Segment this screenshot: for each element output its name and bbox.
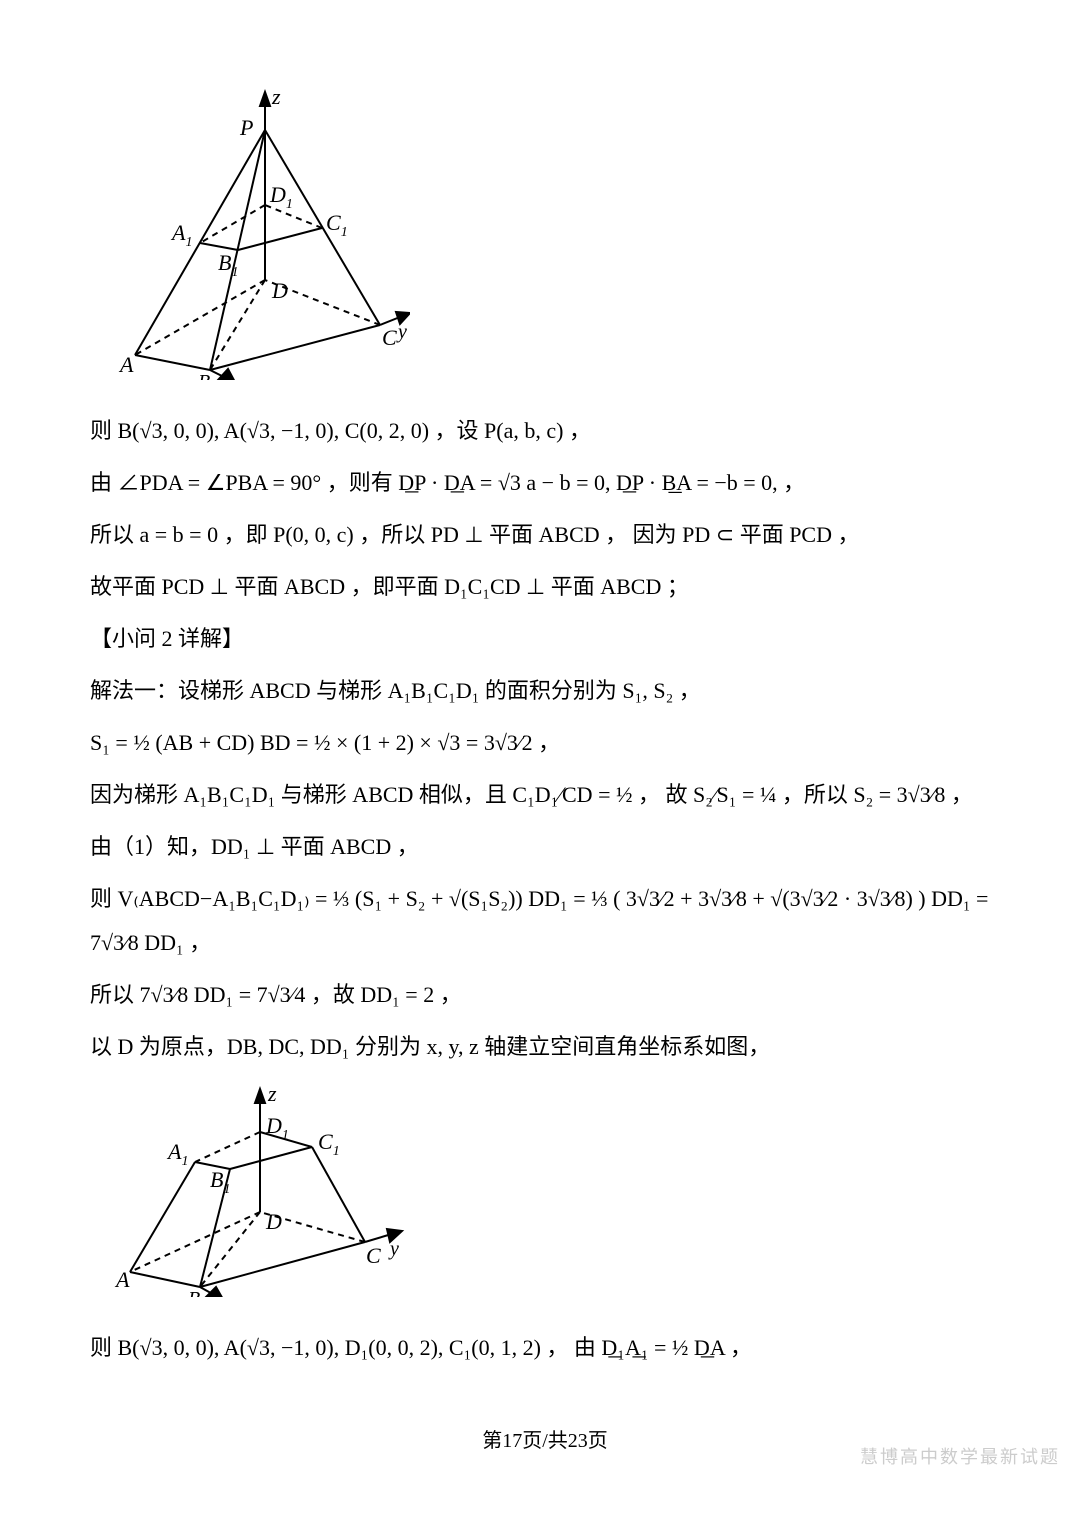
label-P: P <box>239 115 253 140</box>
figure-1-svg: z P A1 B1 C1 D1 A B C D x y <box>90 80 410 380</box>
label-D1: D1 <box>269 182 293 212</box>
para-9: 由（1）知，DD₁ ⊥ 平面 ABCD ， <box>90 825 1000 869</box>
label-x: x <box>237 373 247 380</box>
label2-B: B <box>188 1288 200 1297</box>
label-D: D <box>271 278 288 303</box>
para-12: 以 D 为原点，DB, DC, DD₁ 分别为 x, y, z 轴建立空间直角坐… <box>90 1025 1000 1069</box>
para-2: 由 ∠PDA = ∠PBA = 90° ，则有 D͟P · D͟A = √3 a… <box>90 461 1000 505</box>
label-z: z <box>271 84 281 109</box>
label-C1: C1 <box>326 210 348 240</box>
para-7: S₁ = ½ (AB + CD) BD = ½ × (1 + 2) × √3 =… <box>90 721 1000 765</box>
label2-A1: A1 <box>166 1139 188 1169</box>
label2-y: y <box>388 1238 399 1260</box>
para-8: 因为梯形 A₁B₁C₁D₁ 与梯形 ABCD 相似，且 C₁D₁⁄CD = ½ … <box>90 773 1000 817</box>
figure-1: z P A1 B1 C1 D1 A B C D x y <box>90 80 1000 385</box>
para-4: 故平面 PCD ⊥ 平面 ABCD ，即平面 D₁C₁CD ⊥ 平面 ABCD … <box>90 565 1000 609</box>
label2-A: A <box>114 1267 130 1292</box>
para-1: 则 B(√3, 0, 0), A(√3, −1, 0), C(0, 2, 0) … <box>90 409 1000 453</box>
label2-C1: C1 <box>318 1129 340 1159</box>
label-A: A <box>118 352 134 377</box>
para-11: 所以 7√3⁄8 DD₁ = 7√3⁄4 ，故 DD₁ = 2 ， <box>90 973 1000 1017</box>
label2-B1: B1 <box>210 1167 230 1197</box>
label-A1: A1 <box>170 220 192 250</box>
figure-2: z D1 C1 A1 B1 D A B C y x <box>90 1077 1000 1302</box>
label2-D: D <box>265 1209 282 1234</box>
watermark: 慧博高中数学最新试题 <box>860 1443 1060 1469</box>
label-C: C <box>382 325 397 350</box>
para-10: 则 V₍ABCD−A₁B₁C₁D₁₎ = ⅓ (S₁ + S₂ + √(S₁S₂… <box>90 877 1000 965</box>
label2-D1: D1 <box>265 1113 289 1143</box>
label2-C: C <box>366 1243 381 1268</box>
label2-z: z <box>267 1081 277 1106</box>
para-3: 所以 a = b = 0 ，即 P(0, 0, c) ，所以 PD ⊥ 平面 A… <box>90 513 1000 557</box>
label2-x: x <box>225 1290 235 1297</box>
para-13: 则 B(√3, 0, 0), A(√3, −1, 0), D₁(0, 0, 2)… <box>90 1326 1000 1370</box>
para-6: 解法一：设梯形 ABCD 与梯形 A₁B₁C₁D₁ 的面积分别为 S₁, S₂ … <box>90 669 1000 713</box>
label-y: y <box>396 321 407 343</box>
para-5: 【小问 2 详解】 <box>90 617 1000 661</box>
label-B: B <box>198 371 210 380</box>
label-B1: B1 <box>218 250 238 280</box>
figure-2-svg: z D1 C1 A1 B1 D A B C y x <box>90 1077 410 1297</box>
